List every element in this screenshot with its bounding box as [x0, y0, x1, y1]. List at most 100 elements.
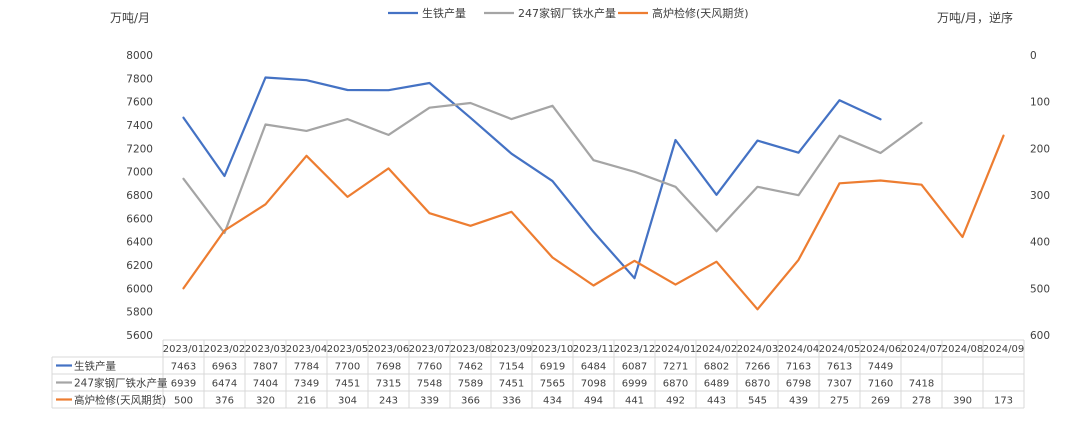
x-tick-label: 2024/01: [655, 344, 697, 355]
left-axis-tick-label: 6600: [126, 213, 153, 225]
right-axis-tick-label: 100: [1030, 97, 1050, 109]
left-axis-tick-label: 7200: [126, 143, 153, 155]
right-axis-tick-label: 300: [1030, 190, 1050, 202]
table-row-label: 生铁产量: [74, 360, 116, 373]
x-tick-label: 2024/05: [819, 344, 861, 355]
table-cell-value: 6999: [622, 379, 647, 390]
table-cell-value: 434: [543, 396, 562, 407]
right-axis-tick-label: 600: [1030, 330, 1050, 342]
table-row-label: 高炉检修(天风期货): [74, 394, 166, 407]
table-cell-value: 7451: [335, 379, 360, 390]
table-cell-value: 7613: [827, 362, 852, 373]
table-cell-value: 6489: [704, 379, 729, 390]
table-cell-value: 216: [297, 396, 316, 407]
table-cell-value: 366: [461, 396, 480, 407]
x-tick-label: 2023/12: [614, 344, 656, 355]
table-cell-value: 269: [871, 396, 890, 407]
table-cell-value: 7548: [417, 379, 442, 390]
table-cell-value: 6474: [212, 379, 237, 390]
table-cell-value: 6919: [540, 362, 565, 373]
table-cell-value: 304: [338, 396, 357, 407]
x-tick-label: 2023/09: [491, 344, 533, 355]
table-cell-value: 376: [215, 396, 234, 407]
table-cell-value: 7404: [253, 379, 278, 390]
legend: 生铁产量 247家钢厂铁水产量 高炉检修(天风期货): [388, 6, 749, 20]
left-axis-tick-label: 6000: [126, 283, 153, 295]
series-lines: [182, 76, 1005, 311]
right-axis-unit: 万吨/月，逆序: [937, 10, 1013, 25]
table-cell-value: 7449: [868, 362, 893, 373]
table-cell-value: 6087: [622, 362, 647, 373]
table-cell-value: 7807: [253, 362, 278, 373]
table-cell-value: 6963: [212, 362, 237, 373]
x-tick-label: 2023/08: [450, 344, 492, 355]
table-cell-value: 7462: [458, 362, 483, 373]
x-tick-label: 2023/10: [532, 344, 574, 355]
x-tick-label: 2023/03: [245, 344, 287, 355]
table-cell-value: 6802: [704, 362, 729, 373]
table-cell-value: 6939: [171, 379, 196, 390]
x-tick-label: 2023/04: [286, 344, 328, 355]
right-axis-tick-label: 0: [1030, 50, 1037, 62]
table-cell-value: 441: [625, 396, 644, 407]
table-cell-value: 7451: [499, 379, 524, 390]
table-cell-value: 7589: [458, 379, 483, 390]
table-cell-value: 7307: [827, 379, 852, 390]
x-tick-label: 2024/06: [860, 344, 902, 355]
left-axis-tick-label: 6400: [126, 237, 153, 249]
table-cell-value: 443: [707, 396, 726, 407]
x-tick-label: 2024/09: [983, 344, 1025, 355]
table-cell-value: 6484: [581, 362, 606, 373]
table-cell-value: 7163: [786, 362, 811, 373]
table-cell-value: 7700: [335, 362, 360, 373]
table-cell-value: 7418: [909, 379, 934, 390]
table-cell-value: 7098: [581, 379, 606, 390]
left-axis-tick-label: 5800: [126, 307, 153, 319]
table-cell-value: 390: [953, 396, 972, 407]
table-cell-value: 275: [830, 396, 849, 407]
table-cell-value: 494: [584, 396, 603, 407]
table-cell-value: 278: [912, 396, 931, 407]
right-axis-tick-label: 400: [1030, 237, 1050, 249]
x-tick-label: 2024/07: [901, 344, 943, 355]
table-row-label: 247家钢厂铁水产量: [74, 377, 168, 390]
table-cell-value: 6870: [663, 379, 688, 390]
table-cell-value: 7266: [745, 362, 770, 373]
left-axis-tick-label: 6200: [126, 260, 153, 272]
left-axis-tick-label: 7600: [126, 97, 153, 109]
table-cell-value: 173: [994, 396, 1013, 407]
x-tick-label: 2023/01: [163, 344, 205, 355]
table-cell-value: 243: [379, 396, 398, 407]
table-cell-value: 7698: [376, 362, 401, 373]
legend-label: 247家钢厂铁水产量: [518, 6, 616, 20]
table-cell-value: 320: [256, 396, 275, 407]
left-axis-tick-label: 7000: [126, 167, 153, 179]
table-cell-value: 500: [174, 396, 193, 407]
left-axis-tick-label: 7400: [126, 120, 153, 132]
table-cell-value: 7271: [663, 362, 688, 373]
right-axis-tick-label: 500: [1030, 283, 1050, 295]
x-tick-label: 2024/08: [942, 344, 984, 355]
legend-label: 生铁产量: [422, 6, 466, 20]
series-line: [182, 134, 1005, 311]
table-cell-value: 6798: [786, 379, 811, 390]
table-cell-value: 7154: [499, 362, 524, 373]
table-cell-value: 336: [502, 396, 521, 407]
table-cell-value: 6870: [745, 379, 770, 390]
table-cell-value: 439: [789, 396, 808, 407]
table-cell-value: 545: [748, 396, 767, 407]
series-line: [182, 101, 923, 235]
table-cell-value: 7784: [294, 362, 319, 373]
x-tick-label: 2024/02: [696, 344, 738, 355]
table-cell-value: 7349: [294, 379, 319, 390]
x-tick-label: 2023/06: [368, 344, 410, 355]
right-axis-tick-label: 200: [1030, 143, 1050, 155]
x-tick-label: 2023/05: [327, 344, 369, 355]
left-axis-tick-label: 5600: [126, 330, 153, 342]
table-cell-value: 7315: [376, 379, 401, 390]
left-axis: 5600 5800 6000 6200 6400 6600 6800 7000 7200 7400…: [126, 50, 153, 342]
table-cell-value: 7463: [171, 362, 196, 373]
series-line: [182, 76, 882, 280]
